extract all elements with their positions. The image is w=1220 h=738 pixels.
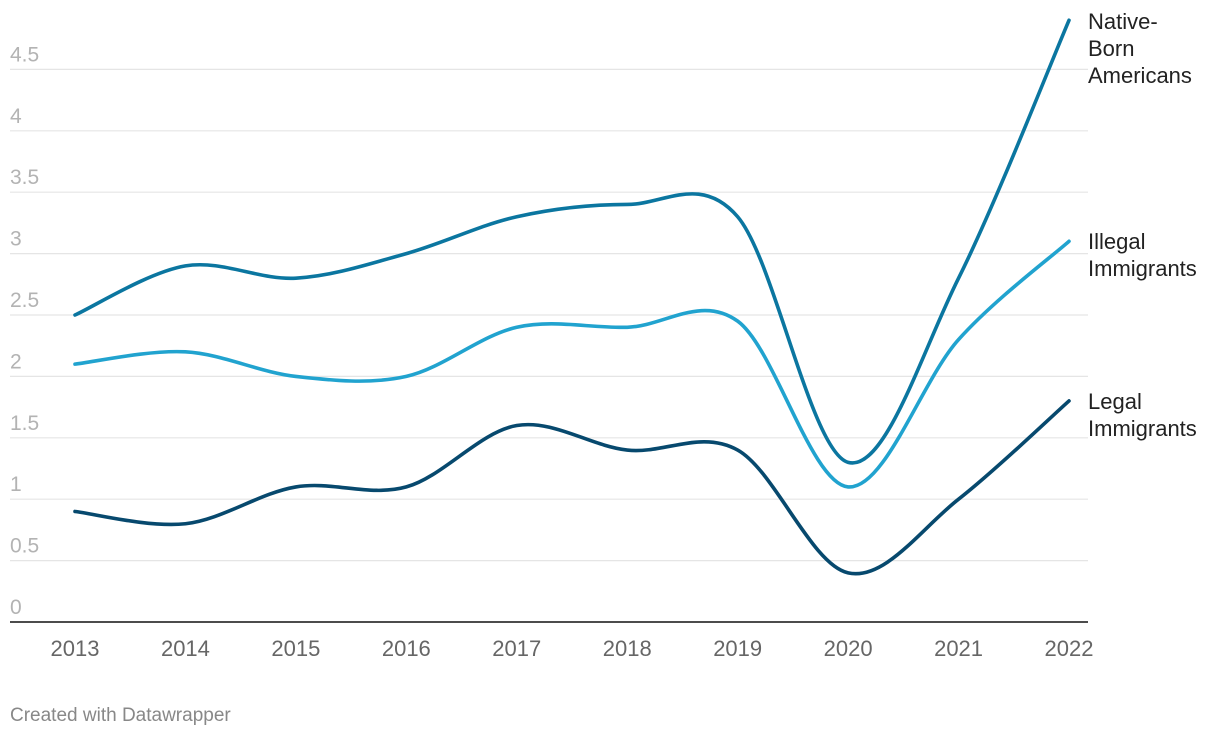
y-tick-label: 1.5: [10, 412, 39, 435]
series-label-line: Illegal: [1088, 229, 1145, 254]
series-lines: [73, 18, 1071, 576]
x-tick-label: 2017: [492, 636, 541, 661]
y-tick-label: 2: [10, 350, 22, 373]
x-tick-label: 2022: [1045, 636, 1094, 661]
series-label-line: Born: [1088, 36, 1134, 61]
y-tick-label: 3.5: [10, 166, 39, 189]
series-line: [73, 18, 1071, 465]
series-label: Illegal Immigrants: [1088, 229, 1197, 281]
series-label: Native-Born Americans: [1088, 9, 1192, 88]
x-tick-label: 2019: [713, 636, 762, 661]
x-tick-label: 2014: [161, 636, 210, 661]
series-label-line: Americans: [1088, 63, 1192, 88]
series-label: Legal Immigrants: [1088, 389, 1197, 441]
series-line: [73, 239, 1071, 489]
series-label-line: Legal: [1088, 389, 1142, 414]
x-axis-ticks: 2013 2014 2015 2016 2017 2018 2019 2020 2021 2022: [51, 636, 1094, 661]
x-tick-label: 2018: [603, 636, 652, 661]
y-tick-label: 1: [10, 473, 22, 496]
y-tick-label: 4: [10, 105, 22, 128]
x-tick-label: 2015: [271, 636, 320, 661]
x-tick-label: 2016: [382, 636, 431, 661]
series-label-line: Native-: [1088, 9, 1158, 34]
y-tick-label: 4.5: [10, 43, 39, 66]
series-label-line: Immigrants: [1088, 416, 1197, 441]
y-tick-label: 0.5: [10, 535, 39, 558]
x-tick-label: 2013: [51, 636, 100, 661]
series-label-line: Immigrants: [1088, 256, 1197, 281]
credit-text: Created with Datawrapper: [10, 705, 231, 726]
y-tick-label: 3: [10, 228, 22, 251]
y-axis-ticks: 0 0.5 1 1.5 2 2.5 3 3.5 4 4.5: [10, 43, 39, 619]
x-tick-label: 2020: [824, 636, 873, 661]
y-tick-label: 0: [10, 596, 22, 619]
x-tick-label: 2021: [934, 636, 983, 661]
series-line: [73, 399, 1071, 576]
y-tick-label: 2.5: [10, 289, 39, 312]
gridlines: [10, 68, 1088, 562]
